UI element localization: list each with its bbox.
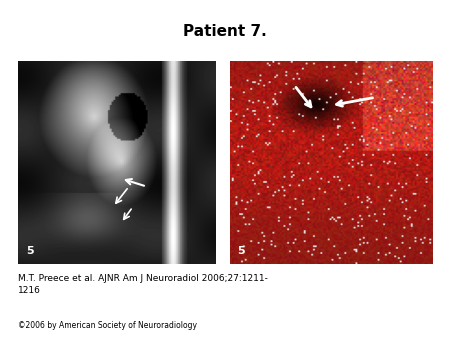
Text: ©2006 by American Society of Neuroradiology: ©2006 by American Society of Neuroradiol… <box>18 321 197 330</box>
Text: M.T. Preece et al. AJNR Am J Neuroradiol 2006;27:1211-
1216: M.T. Preece et al. AJNR Am J Neuroradiol… <box>18 274 268 295</box>
Text: 5: 5 <box>238 245 245 256</box>
Text: AMERICAN JOURNAL OF NEURORADIOLOGY: AMERICAN JOURNAL OF NEURORADIOLOGY <box>285 312 390 317</box>
Text: 5: 5 <box>26 245 34 256</box>
Text: AJNR: AJNR <box>303 283 372 307</box>
Text: Patient 7.: Patient 7. <box>183 24 267 39</box>
